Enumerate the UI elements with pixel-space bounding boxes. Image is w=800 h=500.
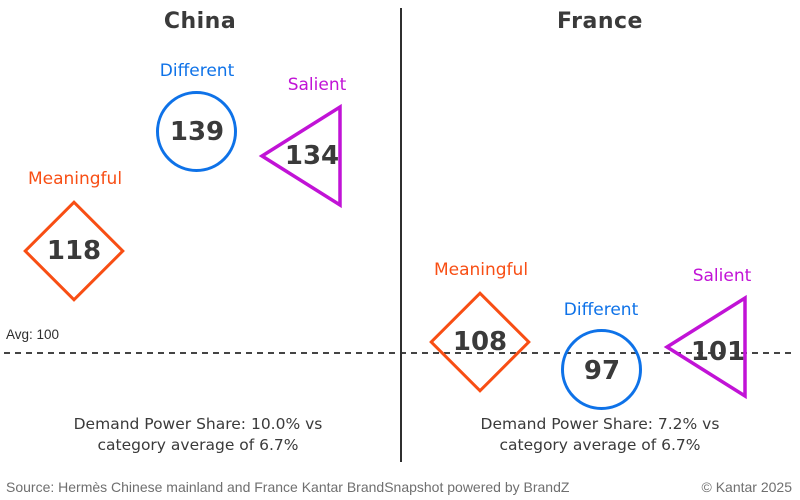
panel-title-china: China xyxy=(163,9,237,34)
label-meaningful-france: Meaningful xyxy=(433,260,529,280)
label-different-china: Different xyxy=(159,61,235,81)
demand-line1-china: Demand Power Share: 10.0% vs xyxy=(73,415,323,433)
different-circle-icon xyxy=(156,91,237,172)
salient-triangle-icon xyxy=(663,294,747,400)
different-circle-icon xyxy=(561,329,642,410)
meaningful-score-france: 108 xyxy=(452,327,508,357)
copyright-notice: © Kantar 2025 xyxy=(701,479,793,495)
demand-power-share-china: Demand Power Share: 10.0% vs category av… xyxy=(0,414,396,456)
average-baseline-label: Avg: 100 xyxy=(6,327,60,342)
different-score-france: 97 xyxy=(583,356,621,386)
different-score-china: 139 xyxy=(169,117,225,147)
label-salient-france: Salient xyxy=(692,266,752,286)
demand-line2-france: category average of 6.7% xyxy=(499,436,701,454)
panel-divider-line xyxy=(400,8,402,462)
source-attribution: Source: Hermès Chinese mainland and Fran… xyxy=(6,479,570,495)
meaningful-score-china: 118 xyxy=(46,236,102,266)
demand-power-share-france: Demand Power Share: 7.2% vs category ave… xyxy=(402,414,798,456)
demand-line1-france: Demand Power Share: 7.2% vs xyxy=(480,415,720,433)
label-salient-china: Salient xyxy=(287,75,347,95)
panel-title-france: France xyxy=(557,9,643,34)
salient-triangle-icon xyxy=(258,103,342,209)
demand-line2-china: category average of 6.7% xyxy=(97,436,299,454)
average-baseline-dashed-line xyxy=(4,352,792,354)
salient-score-china: 134 xyxy=(284,141,340,171)
salient-score-france: 101 xyxy=(690,337,746,367)
label-meaningful-china: Meaningful xyxy=(27,169,123,189)
label-different-france: Different xyxy=(563,300,639,320)
